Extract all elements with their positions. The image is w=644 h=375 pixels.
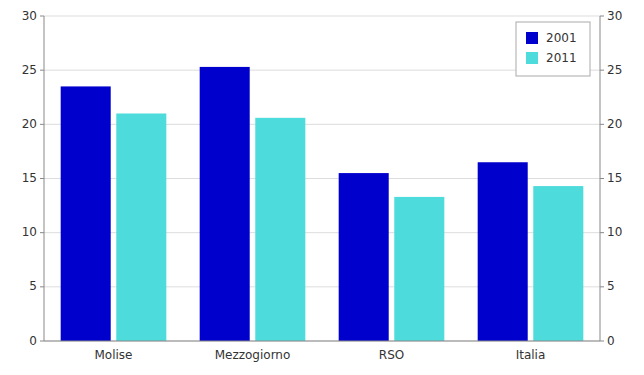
bar — [394, 197, 444, 341]
legend-box — [516, 22, 590, 76]
legend-swatch — [526, 32, 538, 44]
grid-line — [44, 341, 600, 342]
legend-label: 2011 — [546, 51, 577, 65]
y-tick-label: 25 — [22, 63, 37, 77]
bar — [478, 162, 528, 341]
bar — [116, 114, 166, 342]
y-tick — [40, 70, 44, 71]
y-tick-label: 20 — [22, 117, 37, 131]
y-tick-label: 30 — [22, 9, 37, 23]
bars — [61, 67, 584, 341]
y-tick — [40, 341, 44, 342]
y2-tick — [600, 286, 604, 287]
y2-tick-label: 30 — [607, 9, 622, 23]
x-tick-label: Italia — [516, 348, 546, 362]
y2-tick — [600, 70, 604, 71]
legend-label: 2001 — [546, 31, 577, 45]
grid-line — [44, 16, 600, 17]
bar — [255, 118, 305, 341]
y-tick — [40, 232, 44, 233]
y-tick — [40, 16, 44, 17]
y2-tick-label: 20 — [607, 117, 622, 131]
x-tick-label: Molise — [95, 348, 133, 362]
bar — [339, 173, 389, 341]
legend-swatch — [526, 52, 538, 64]
bar — [533, 186, 583, 341]
y2-tick — [600, 341, 604, 342]
y-tick-label: 0 — [29, 334, 37, 348]
y2-tick-label: 5 — [607, 279, 615, 293]
y2-tick-label: 0 — [607, 334, 615, 348]
y-tick — [40, 178, 44, 179]
y-tick-label: 5 — [29, 279, 37, 293]
chart: 0 5 10 15 20 25 30 0 5 10 15 20 25 30 Molise Mezzogiorn… — [0, 0, 644, 375]
y-tick-label: 15 — [22, 171, 37, 185]
y-tick — [40, 286, 44, 287]
y2-tick — [600, 178, 604, 179]
y2-tick — [600, 232, 604, 233]
x-axis-line — [44, 341, 600, 342]
y2-tick-label: 15 — [607, 171, 622, 185]
y2-tick — [600, 16, 604, 17]
bar — [200, 67, 250, 341]
y-tick-label: 10 — [22, 225, 37, 239]
x-tick-label: RSO — [379, 348, 404, 362]
y-tick — [40, 124, 44, 125]
y2-tick — [600, 124, 604, 125]
legend: 2001 2011 — [516, 22, 590, 76]
bar — [61, 86, 111, 341]
x-tick-label: Mezzogiorno — [215, 348, 291, 362]
y2-tick-label: 25 — [607, 63, 622, 77]
y2-tick-label: 10 — [607, 225, 622, 239]
